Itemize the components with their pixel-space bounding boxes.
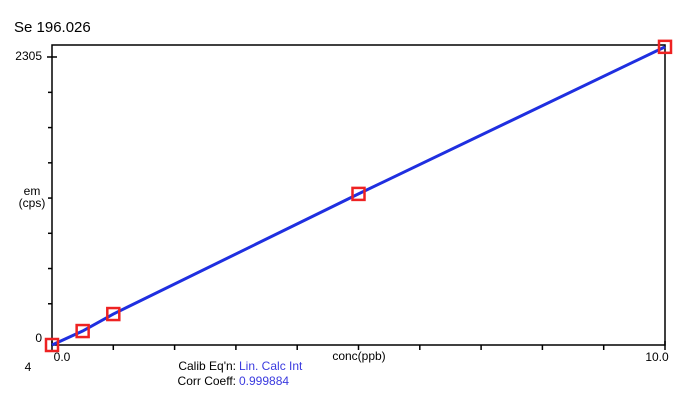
series-line [51,45,666,347]
coeff-label: Corr Coeff: [178,374,236,388]
data-point [351,186,366,202]
data-point [657,39,673,55]
data-point [75,323,90,339]
y-tick-label: 0 [35,331,42,345]
corner-label: 4 [25,360,32,374]
coeff-value: 0.999884 [239,374,289,388]
calib-label: Calib Eq'n: [178,359,236,373]
x-tick-label: 10.0 [645,350,669,364]
x-tick-label: 0.0 [54,350,71,364]
data-point [106,306,121,322]
y-tick-label: 2305 [15,49,42,63]
data-point [44,337,60,353]
x-label: conc(ppb) [332,349,385,363]
calib-equation: Lin. Calc Int [239,359,303,373]
chart-title: Se 196.026 [14,19,91,36]
y-label: (cps) [19,196,46,210]
y-label: em [24,184,41,198]
